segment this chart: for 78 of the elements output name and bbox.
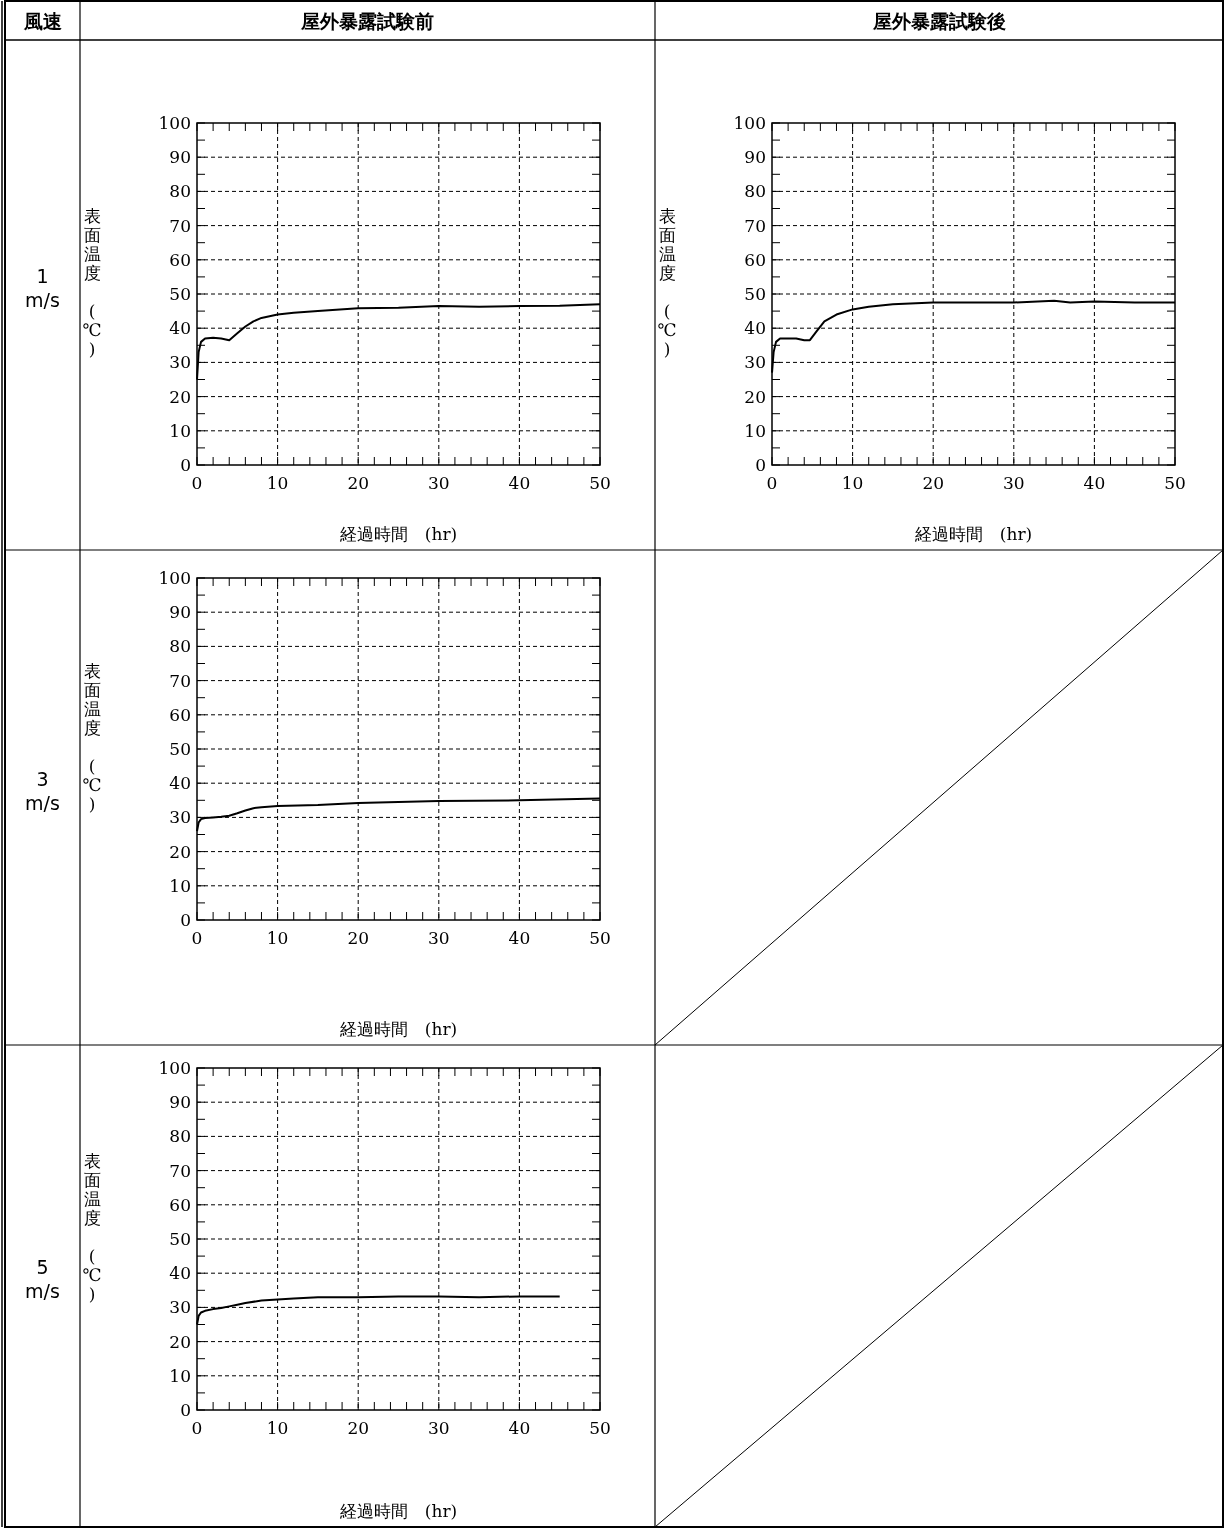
y-tick-label: 10 [169,420,191,441]
x-tick-label: 20 [922,473,945,493]
y-tick-label: 70 [744,215,766,236]
y-tick-label: 30 [169,1297,191,1318]
x-tick-label: 20 [347,1418,370,1438]
y-tick-label: 20 [169,1331,191,1352]
y-tick-label: 60 [169,1194,191,1215]
y-tick-label: 50 [169,739,191,759]
chart-title: 屋外暴露試験前 [300,10,434,32]
y-tick-label: 20 [744,386,766,407]
x-tick-label: 20 [347,473,370,493]
x-tick-label: 40 [1083,473,1106,493]
x-tick-label: 40 [508,928,531,948]
y-tick-label: 40 [169,1263,191,1284]
y-tick-label: 50 [744,284,766,304]
y-axis-title: 表面温度 (℃) [657,206,677,359]
y-tick-label: 30 [744,352,766,373]
y-tick-label: 40 [744,318,766,339]
y-tick-label: 100 [733,113,766,133]
x-tick-label: 50 [1164,473,1186,493]
y-tick-label: 20 [169,841,191,862]
y-tick-label: 10 [169,1365,191,1386]
y-tick-label: 40 [169,773,191,794]
y-tick-label: 100 [158,113,191,133]
x-tick-label: 10 [841,473,864,493]
y-tick-label: 80 [744,181,766,202]
y-tick-label: 0 [180,910,191,930]
text: 1 m/s [25,265,60,311]
x-axis-title: 経過時間 (hr) [338,1501,458,1521]
y-tick-label: 90 [744,147,766,168]
text: 風速 [22,10,62,32]
y-tick-label: 60 [169,249,191,270]
y-tick-label: 20 [169,386,191,407]
x-axis-title: 経過時間 (hr) [338,524,458,544]
x-tick-label: 30 [427,1418,450,1438]
y-axis-title: 表面温度 (℃) [82,206,102,359]
x-tick-label: 40 [508,473,531,493]
chart-title: 屋外暴露試験後 [871,10,1006,32]
y-tick-label: 60 [169,704,191,725]
y-tick-label: 50 [169,284,191,304]
x-tick-label: 40 [508,1418,531,1438]
y-tick-label: 60 [744,249,766,270]
y-tick-label: 40 [169,318,191,339]
y-tick-label: 100 [158,1058,191,1078]
y-tick-label: 70 [169,1160,191,1181]
x-tick-label: 50 [589,1418,611,1438]
y-tick-label: 10 [169,875,191,896]
x-tick-label: 10 [266,928,289,948]
x-tick-label: 30 [427,928,450,948]
x-tick-label: 10 [266,1418,289,1438]
y-tick-label: 80 [169,636,191,657]
y-tick-label: 0 [180,1400,191,1420]
y-tick-label: 90 [169,602,191,623]
x-tick-label: 50 [589,473,611,493]
x-tick-label: 20 [347,928,370,948]
y-tick-label: 80 [169,1126,191,1147]
y-tick-label: 100 [158,568,191,588]
y-tick-label: 70 [169,215,191,236]
y-axis-title: 表面温度 (℃) [82,661,102,814]
y-tick-label: 90 [169,147,191,168]
y-tick-label: 30 [169,352,191,373]
x-tick-label: 10 [266,473,289,493]
y-tick-label: 30 [169,807,191,828]
y-tick-label: 10 [744,420,766,441]
y-tick-label: 0 [755,455,766,475]
y-tick-label: 90 [169,1092,191,1113]
x-axis-title: 経過時間 (hr) [913,524,1033,544]
x-tick-label: 30 [427,473,450,493]
y-tick-label: 70 [169,670,191,691]
x-axis-title: 経過時間 (hr) [338,1019,458,1039]
x-tick-label: 30 [1002,473,1025,493]
y-tick-label: 50 [169,1229,191,1249]
text: 5 m/s [25,1256,60,1302]
y-tick-label: 80 [169,181,191,202]
x-tick-label: 50 [589,928,611,948]
y-axis-title: 表面温度 (℃) [82,1151,102,1304]
y-tick-label: 0 [180,455,191,475]
text: 3 m/s [25,767,60,814]
